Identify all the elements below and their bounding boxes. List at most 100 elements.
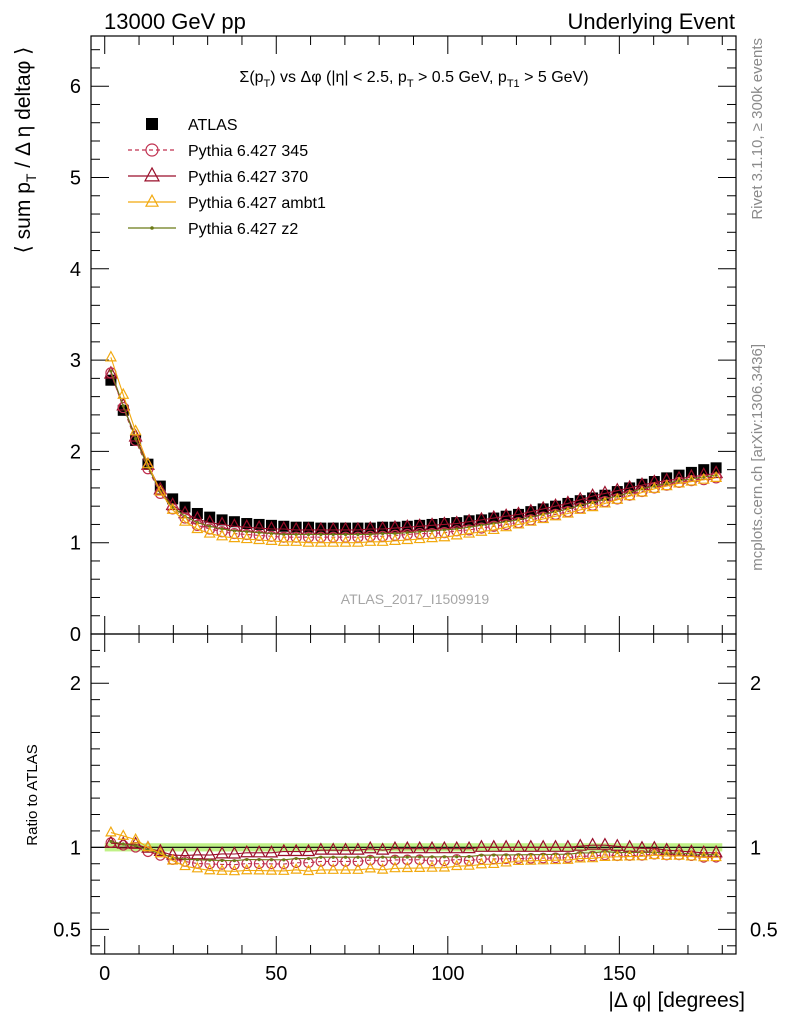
main-point xyxy=(377,521,389,533)
main-point xyxy=(418,530,422,534)
ratio-point xyxy=(253,863,265,875)
ratio-point xyxy=(134,844,138,848)
analysis-watermark: ATLAS_2017_I1509919 xyxy=(341,591,490,607)
main-point xyxy=(549,509,562,521)
main-point xyxy=(698,464,710,476)
ratio-point xyxy=(319,855,323,859)
main-point xyxy=(129,424,142,436)
ratio-point xyxy=(240,844,254,858)
main-point xyxy=(611,492,624,504)
legend-item: Pythia 6.427 370 xyxy=(128,166,308,186)
ratio-point xyxy=(549,853,562,865)
ratio-point xyxy=(363,840,377,854)
ratio-point xyxy=(599,850,611,861)
main-point xyxy=(463,524,475,536)
ratio-point xyxy=(165,847,180,860)
main-point xyxy=(315,522,327,534)
ratio-y-tick-label-right: 0.5 xyxy=(750,919,778,941)
ratio-point xyxy=(426,861,438,872)
main-axis-ticks: 0 1 2 3 4 5 6 xyxy=(70,36,736,646)
ratio-y-tick-label-right: 1 xyxy=(750,837,761,859)
x-tick-label: 0 xyxy=(99,963,110,985)
ratio-point xyxy=(208,858,212,862)
main-series-line xyxy=(110,372,717,538)
ratio-point xyxy=(492,853,496,857)
main-point xyxy=(303,521,315,533)
ratio-point xyxy=(241,863,253,875)
ratio-point xyxy=(277,843,291,857)
ratio-point xyxy=(536,839,550,852)
legend-marker xyxy=(145,143,159,157)
main-point xyxy=(277,534,290,546)
ratio-point xyxy=(228,864,241,876)
legend-marker xyxy=(144,193,160,207)
ratio-point xyxy=(220,858,224,863)
main-point xyxy=(154,487,166,500)
ratio-y-tick-label: 2 xyxy=(70,673,81,695)
main-point xyxy=(388,533,401,545)
ratio-point xyxy=(479,853,484,857)
ratio-point xyxy=(364,861,377,873)
ratio-point xyxy=(264,845,279,858)
main-point xyxy=(364,522,376,534)
main-point xyxy=(154,484,167,496)
ratio-point xyxy=(265,864,278,875)
main-point xyxy=(376,534,389,546)
main-point xyxy=(381,531,385,536)
ratio-point xyxy=(414,854,426,866)
ratio-point xyxy=(245,857,249,862)
ratio-point xyxy=(585,837,600,850)
ratio-point xyxy=(548,839,563,852)
x-tick-label: 150 xyxy=(603,963,636,985)
header-right: Underlying Event xyxy=(567,9,735,34)
ratio-point xyxy=(672,843,686,856)
main-point xyxy=(586,500,599,512)
main-point xyxy=(134,437,138,441)
main-point xyxy=(253,518,265,530)
ratio-point xyxy=(412,840,427,854)
main-point xyxy=(500,518,512,531)
legend-label: Pythia 6.427 370 xyxy=(188,169,308,186)
main-point xyxy=(537,511,550,524)
ratio-point xyxy=(401,861,414,873)
main-point xyxy=(598,496,611,508)
main-point xyxy=(356,532,360,537)
main-point xyxy=(475,522,488,534)
ratio-point xyxy=(356,855,360,859)
ratio-point xyxy=(227,846,242,859)
main-point xyxy=(430,529,434,533)
main-point xyxy=(710,462,722,474)
ratio-point xyxy=(338,842,353,855)
legend-item: Pythia 6.427 z2 xyxy=(128,221,298,238)
mcplots-label: mcplots.cern.ch [arXiv:1306.3436] xyxy=(749,344,766,571)
ratio-point xyxy=(401,854,413,866)
ratio-point xyxy=(376,863,389,874)
ratio-point xyxy=(183,857,187,861)
ratio-point xyxy=(611,850,624,861)
ratio-point xyxy=(105,825,117,837)
main-point xyxy=(648,476,660,488)
ratio-data-series xyxy=(104,825,723,876)
ratio-series-line xyxy=(110,842,717,857)
ratio-point xyxy=(537,853,549,865)
ratio-point xyxy=(400,840,415,854)
legend: ATLAS Pythia 6.427 345 Pythia 6.427 370 Pyt… xyxy=(128,117,326,238)
main-point xyxy=(208,524,212,528)
ratio-point xyxy=(525,854,537,865)
main-point xyxy=(623,489,636,501)
ratio-point xyxy=(327,863,339,874)
ratio-point xyxy=(121,842,125,846)
ratio-point xyxy=(117,829,130,840)
main-point xyxy=(265,519,277,531)
legend-marker xyxy=(146,118,158,130)
ratio-point xyxy=(116,836,130,849)
main-point xyxy=(269,531,274,536)
ratio-point xyxy=(586,851,599,863)
main-y-tick-label: 2 xyxy=(70,441,81,463)
ratio-y-tick-label: 1 xyxy=(70,837,81,859)
ratio-point xyxy=(166,853,179,865)
ratio-point xyxy=(451,854,463,865)
ratio-point xyxy=(623,849,636,861)
main-point xyxy=(635,485,649,497)
